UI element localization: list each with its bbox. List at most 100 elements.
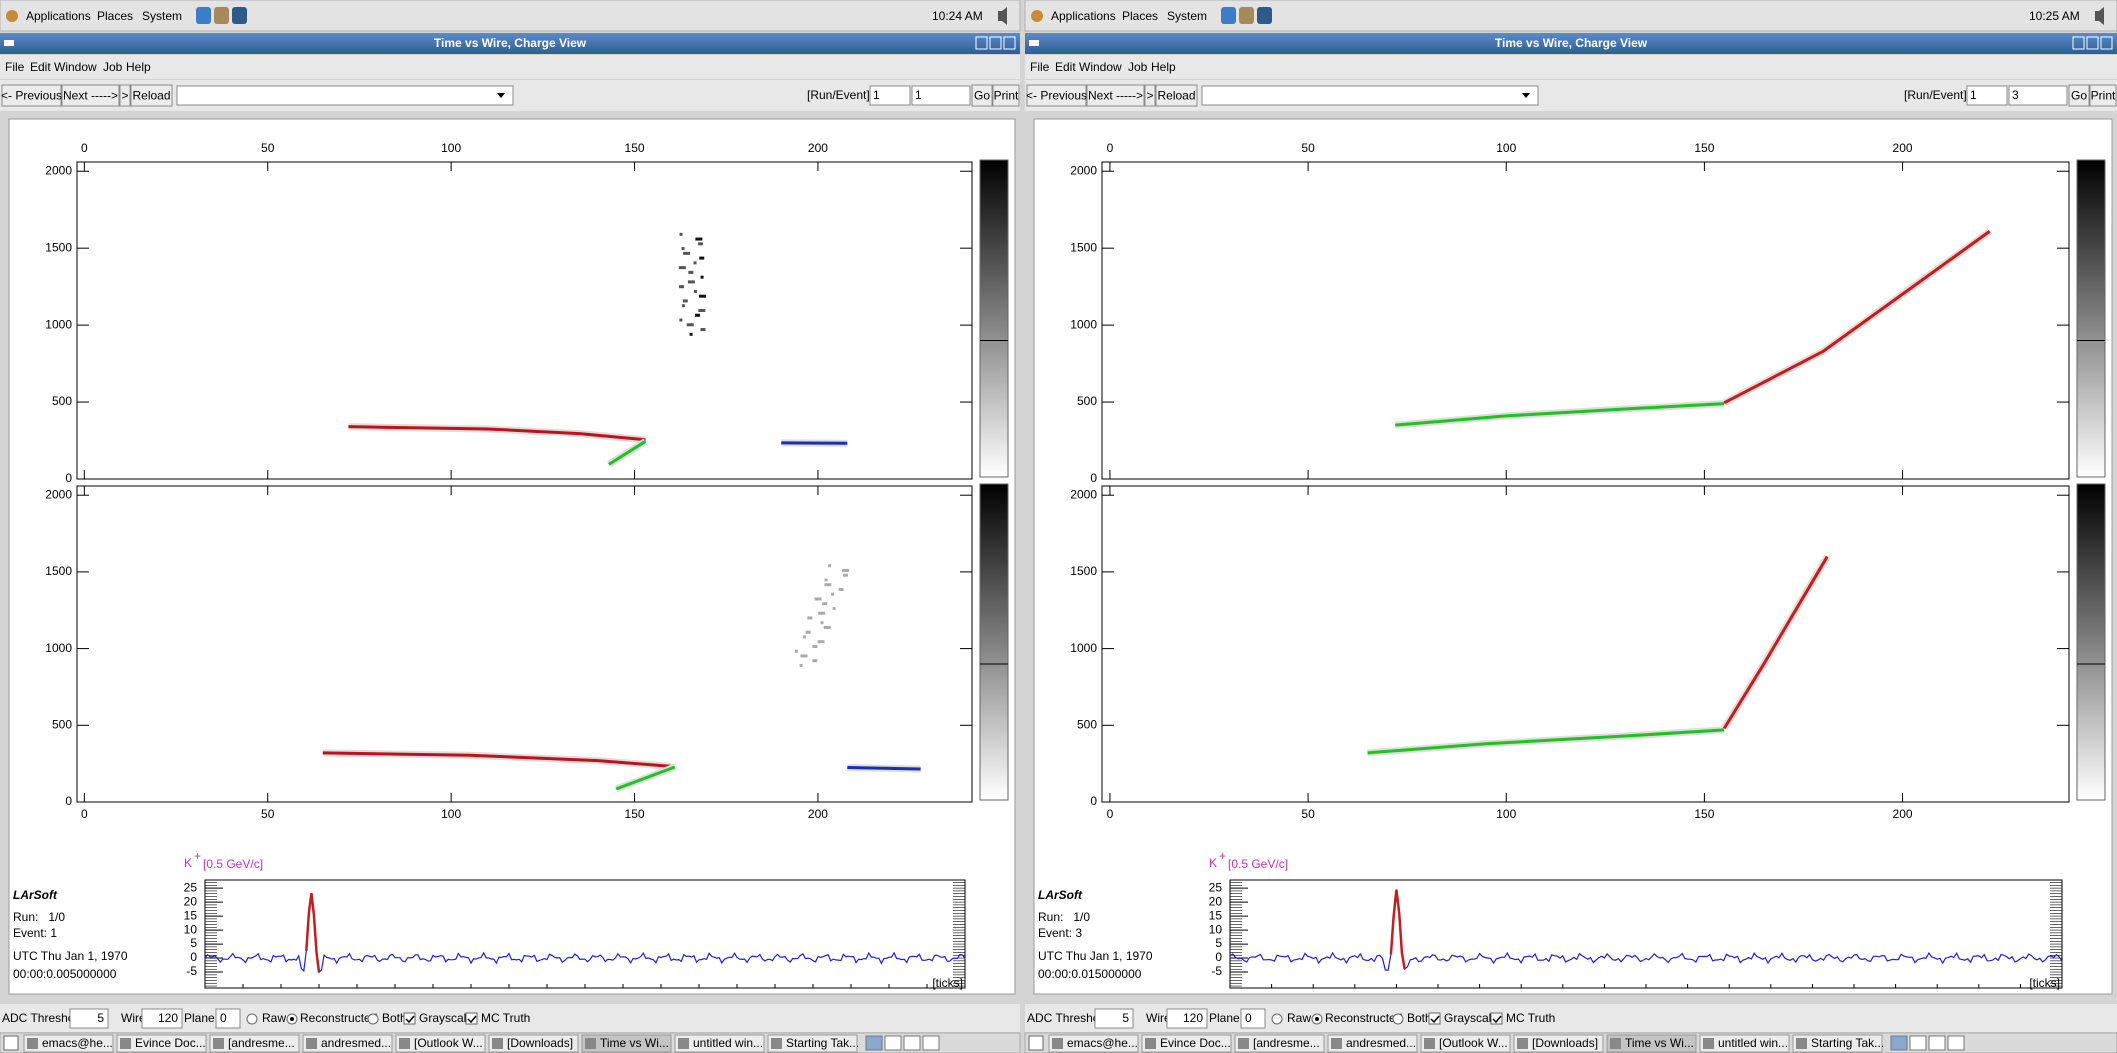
- step-button[interactable]: >: [1146, 89, 1153, 103]
- task-label[interactable]: emacs@he...: [42, 1036, 113, 1050]
- task-label[interactable]: [Downloads]: [507, 1036, 573, 1050]
- wire-value[interactable]: 120: [1183, 1011, 1203, 1025]
- both-radio[interactable]: [368, 1014, 378, 1024]
- panel-menu[interactable]: Applications: [1051, 9, 1116, 23]
- launcher-icon[interactable]: [1239, 7, 1254, 24]
- launcher-icon[interactable]: [1221, 7, 1236, 24]
- task-label[interactable]: Starting Tak...: [1811, 1036, 1884, 1050]
- combo-box[interactable]: [177, 86, 513, 105]
- go-button[interactable]: Go: [974, 89, 990, 103]
- run-value[interactable]: 1: [873, 88, 880, 102]
- task-label[interactable]: [andresme...: [228, 1036, 295, 1050]
- run-value[interactable]: 1: [1970, 88, 1977, 102]
- workspace[interactable]: [1929, 1036, 1945, 1050]
- plane-label: Plane: [1209, 1011, 1240, 1025]
- charge-hit: [828, 564, 831, 567]
- next-button[interactable]: Next ----->: [63, 89, 118, 103]
- next-button[interactable]: Next ----->: [1088, 89, 1143, 103]
- reconstructed-label[interactable]: Reconstructed: [1325, 1011, 1402, 1025]
- launcher-icon[interactable]: [196, 7, 211, 24]
- panel-menu[interactable]: System: [1167, 9, 1207, 23]
- workspace[interactable]: [904, 1036, 920, 1050]
- panel-menu[interactable]: Places: [97, 9, 133, 23]
- task-label[interactable]: emacs@he...: [1067, 1036, 1138, 1050]
- task-label[interactable]: Time vs Wi...: [1625, 1036, 1694, 1050]
- workspace[interactable]: [885, 1036, 901, 1050]
- launcher-icon[interactable]: [232, 7, 247, 24]
- charge-hit: [820, 621, 823, 624]
- wire-value[interactable]: 120: [158, 1011, 178, 1025]
- workspace[interactable]: [923, 1036, 939, 1050]
- task-label[interactable]: Evince Doc...: [1160, 1036, 1231, 1050]
- print-button[interactable]: Print: [2091, 89, 2116, 103]
- plane-value[interactable]: 0: [220, 1011, 227, 1025]
- menu-item[interactable]: File: [1030, 60, 1050, 74]
- panel-menu[interactable]: System: [142, 9, 182, 23]
- raw-label[interactable]: Raw: [262, 1011, 286, 1025]
- panel-menu[interactable]: Places: [1122, 9, 1158, 23]
- adc-value[interactable]: 5: [97, 1011, 104, 1025]
- grayscale-label[interactable]: Grayscale: [1444, 1011, 1498, 1025]
- adc-value[interactable]: 5: [1122, 1011, 1129, 1025]
- mc-truth-label[interactable]: MC Truth: [481, 1011, 530, 1025]
- menu-item[interactable]: Window: [1079, 60, 1122, 74]
- workspace[interactable]: [1891, 1036, 1907, 1050]
- task-icon: [27, 1038, 38, 1049]
- y-tick-label: 0: [65, 794, 72, 808]
- both-label[interactable]: Both: [1407, 1011, 1432, 1025]
- menu-item[interactable]: Edit: [1055, 60, 1076, 74]
- reconstructed-label[interactable]: Reconstructed: [300, 1011, 377, 1025]
- menu-item[interactable]: Job: [1128, 60, 1148, 74]
- menu-item[interactable]: Window: [54, 60, 97, 74]
- task-label[interactable]: [Outlook W...: [1439, 1036, 1508, 1050]
- charge-hit: [694, 290, 697, 293]
- panel-menu[interactable]: Applications: [26, 9, 91, 23]
- plane-value[interactable]: 0: [1245, 1011, 1252, 1025]
- task-label[interactable]: Starting Tak...: [786, 1036, 859, 1050]
- menu-item[interactable]: Help: [126, 60, 151, 74]
- reload-button[interactable]: Reload: [1157, 89, 1195, 103]
- raw-radio[interactable]: [1272, 1014, 1282, 1024]
- show-desktop[interactable]: [4, 1036, 18, 1050]
- workspace[interactable]: [1910, 1036, 1926, 1050]
- raw-radio[interactable]: [247, 1014, 257, 1024]
- menu-item[interactable]: Edit: [30, 60, 51, 74]
- combo-box[interactable]: [1202, 86, 1538, 105]
- x-tick-label: 50: [261, 141, 275, 155]
- grayscale-label[interactable]: Grayscale: [419, 1011, 473, 1025]
- task-label[interactable]: Evince Doc...: [135, 1036, 206, 1050]
- previous-button[interactable]: <- Previous: [1026, 89, 1087, 103]
- print-button[interactable]: Print: [994, 89, 1019, 103]
- task-label[interactable]: untitled win...: [1718, 1036, 1788, 1050]
- mc-truth-label[interactable]: MC Truth: [1506, 1011, 1555, 1025]
- menu-bar: [1025, 55, 2117, 79]
- both-label[interactable]: Both: [382, 1011, 407, 1025]
- task-label[interactable]: andresmed...: [1346, 1036, 1416, 1050]
- launcher-icon[interactable]: [1257, 7, 1272, 24]
- raw-label[interactable]: Raw: [1287, 1011, 1311, 1025]
- menu-item[interactable]: Help: [1151, 60, 1176, 74]
- task-label[interactable]: Time vs Wi...: [600, 1036, 669, 1050]
- menu-item[interactable]: Job: [103, 60, 123, 74]
- menu-item[interactable]: File: [5, 60, 25, 74]
- workspace[interactable]: [866, 1036, 882, 1050]
- task-label[interactable]: [Downloads]: [1532, 1036, 1598, 1050]
- task-label[interactable]: untitled win...: [693, 1036, 763, 1050]
- show-desktop[interactable]: [1029, 1036, 1043, 1050]
- previous-button[interactable]: <- Previous: [1, 89, 62, 103]
- task-label[interactable]: [andresme...: [1253, 1036, 1320, 1050]
- x-tick-label: 0: [81, 807, 88, 821]
- go-button[interactable]: Go: [2071, 89, 2087, 103]
- both-radio[interactable]: [1393, 1014, 1403, 1024]
- reload-button[interactable]: Reload: [132, 89, 170, 103]
- task-label[interactable]: [Outlook W...: [414, 1036, 483, 1050]
- waveform-tick-label: 5: [190, 936, 197, 950]
- task-label[interactable]: andresmed...: [321, 1036, 391, 1050]
- task-icon: [1331, 1038, 1342, 1049]
- event-value[interactable]: 3: [2012, 88, 2019, 102]
- step-button[interactable]: >: [121, 89, 128, 103]
- foot-icon: [1031, 10, 1043, 22]
- launcher-icon[interactable]: [214, 7, 229, 24]
- workspace[interactable]: [1948, 1036, 1964, 1050]
- event-value[interactable]: 1: [915, 88, 922, 102]
